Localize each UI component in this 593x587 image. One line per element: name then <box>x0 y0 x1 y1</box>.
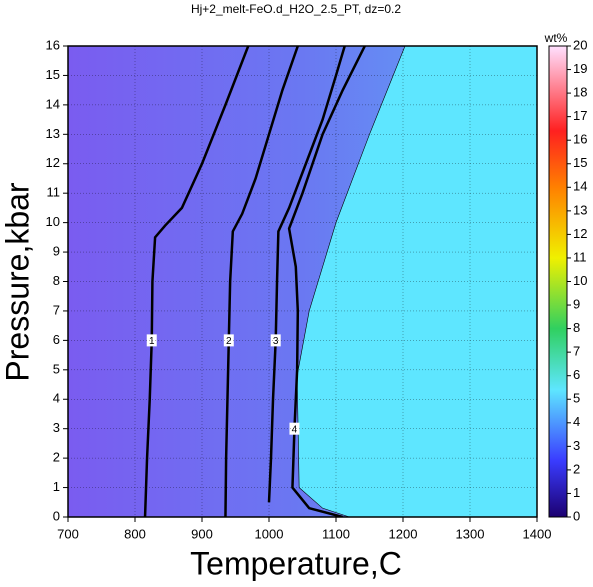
contour-line <box>267 46 346 503</box>
y-tick-label: 7 <box>53 302 60 317</box>
y-tick-label: 13 <box>46 126 60 141</box>
colorbar-tick-label: 13 <box>573 202 587 217</box>
colorbar <box>548 45 568 518</box>
contour-label-box <box>146 334 157 347</box>
contour-label: 1 <box>149 336 155 347</box>
y-tick-label: 14 <box>46 96 60 111</box>
colorbar-tick-label: 10 <box>573 273 587 288</box>
y-axis-label: Pressure,kbar <box>0 182 35 382</box>
colorbar-tick-label: 0 <box>573 508 580 523</box>
contour-line <box>224 46 299 517</box>
contour-label: 4 <box>292 424 298 435</box>
colorbar-tick-label: 15 <box>573 155 587 170</box>
colorbar-tick-label: 2 <box>573 461 580 476</box>
x-tick-label: 1000 <box>255 526 284 541</box>
x-tick-label: 1300 <box>456 526 485 541</box>
colorbar-tick-label: 19 <box>573 61 587 76</box>
x-tick-label: 800 <box>124 526 146 541</box>
colorbar-tick-label: 8 <box>573 320 580 335</box>
y-tick-label: 4 <box>53 391 60 406</box>
y-tick-label: 6 <box>53 332 60 347</box>
y-tick-label: 2 <box>53 450 60 465</box>
y-tick-label: 8 <box>53 273 60 288</box>
colorbar-tick-label: 9 <box>573 296 580 311</box>
colorbar-tick-label: 3 <box>573 438 580 453</box>
x-tick-label: 1200 <box>389 526 418 541</box>
contour-label: 3 <box>273 336 279 347</box>
y-tick-label: 15 <box>46 67 60 82</box>
y-tick-label: 0 <box>53 508 60 523</box>
contour-line <box>287 46 366 517</box>
x-tick-label: 1400 <box>523 526 552 541</box>
colorbar-tick-label: 6 <box>573 367 580 382</box>
chart-title: Hj+2_melt-FeO.d_H2O_2.5_PT, dz=0.2 <box>191 2 401 16</box>
colorbar-tick-label: 20 <box>573 37 587 52</box>
y-tick-label: 12 <box>46 155 60 170</box>
colorbar-tick-label: 12 <box>573 226 587 241</box>
x-tick-label: 1100 <box>322 526 350 541</box>
colorbar-tick-label: 11 <box>573 249 587 264</box>
y-tick-label: 10 <box>46 214 60 229</box>
x-tick-label: 700 <box>57 526 79 541</box>
colorbar-tick-label: 5 <box>573 391 580 406</box>
melt-field <box>297 46 537 517</box>
x-axis-label: Temperature,C <box>190 545 402 581</box>
y-tick-label: 11 <box>47 185 61 200</box>
colorbar-tick-label: 4 <box>573 414 580 429</box>
colorbar-tick-label: 17 <box>573 108 587 123</box>
y-tick-label: 3 <box>53 420 60 435</box>
colorbar-tick-label: 14 <box>573 179 587 194</box>
contour-label-box <box>289 422 300 435</box>
colorbar-tick-label: 1 <box>573 485 580 500</box>
y-tick-label: 5 <box>53 361 60 376</box>
y-tick-label: 1 <box>53 479 60 494</box>
y-tick-label: 9 <box>53 244 60 259</box>
x-tick-label: 900 <box>191 526 213 541</box>
field-boundary <box>296 46 406 517</box>
colorbar-tick-label: 18 <box>573 85 587 100</box>
colorbar-tick-label: 16 <box>573 132 587 147</box>
colorbar-label: wt% <box>544 31 568 45</box>
contour-label: 2 <box>226 336 232 347</box>
contour-label-box <box>223 334 234 347</box>
colorbar-tick-label: 7 <box>573 344 580 359</box>
contour-line <box>143 46 250 517</box>
y-tick-label: 16 <box>46 37 60 52</box>
